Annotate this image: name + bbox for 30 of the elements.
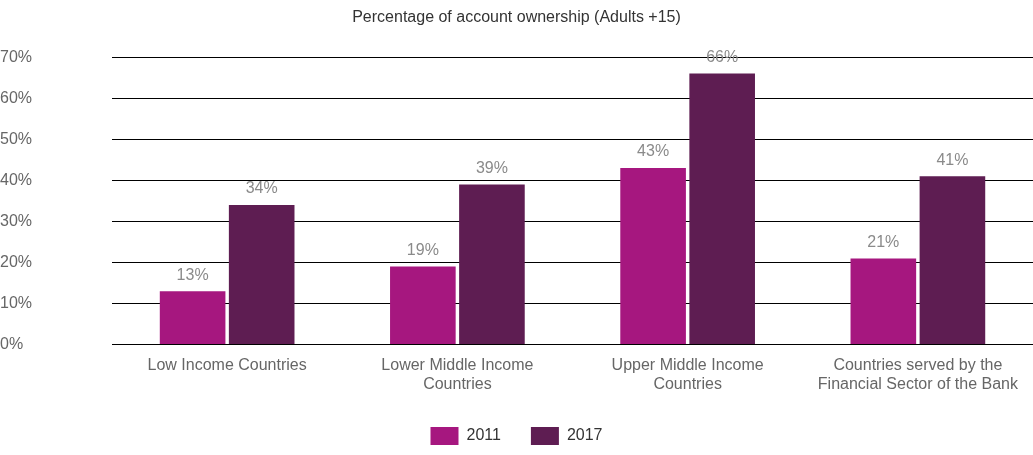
legend-label: 2017: [566, 426, 603, 444]
data-label: 13%: [176, 265, 209, 283]
y-tick-label: 0%: [0, 335, 24, 353]
y-tick-label: 50%: [0, 129, 33, 147]
x-tick-label: Upper Middle Income Countries: [611, 355, 764, 392]
y-tick-label: 40%: [0, 170, 33, 188]
y-tick-label: 20%: [0, 252, 33, 270]
data-label: 19%: [406, 241, 439, 258]
bar: [228, 205, 295, 345]
x-tick-label: Countries served by the Financial Sector of the Bank: [817, 355, 1019, 392]
data-label: 34%: [245, 179, 278, 197]
data-label: 39%: [475, 158, 508, 176]
data-label: 43%: [637, 142, 670, 160]
legend-label: 2011: [466, 426, 502, 444]
bar: [919, 176, 986, 345]
y-tick-label: 30%: [0, 211, 33, 229]
y-tick-label: 70%: [0, 47, 33, 65]
bar: [689, 73, 755, 345]
bar: [159, 291, 226, 345]
bar: [620, 168, 686, 345]
data-label: 41%: [936, 150, 969, 168]
bar: [459, 184, 525, 345]
data-label: 21%: [867, 232, 900, 250]
y-tick-label: 60%: [0, 88, 33, 106]
x-tick-label: Lower Middle Income Countries: [381, 355, 534, 392]
y-tick-label: 10%: [0, 293, 33, 311]
x-tick-label: Low Income Countries: [147, 355, 307, 373]
bar: [850, 258, 917, 345]
bar: [390, 266, 456, 345]
chart-title: Percentage of account ownership (Adults +15): [352, 8, 681, 26]
